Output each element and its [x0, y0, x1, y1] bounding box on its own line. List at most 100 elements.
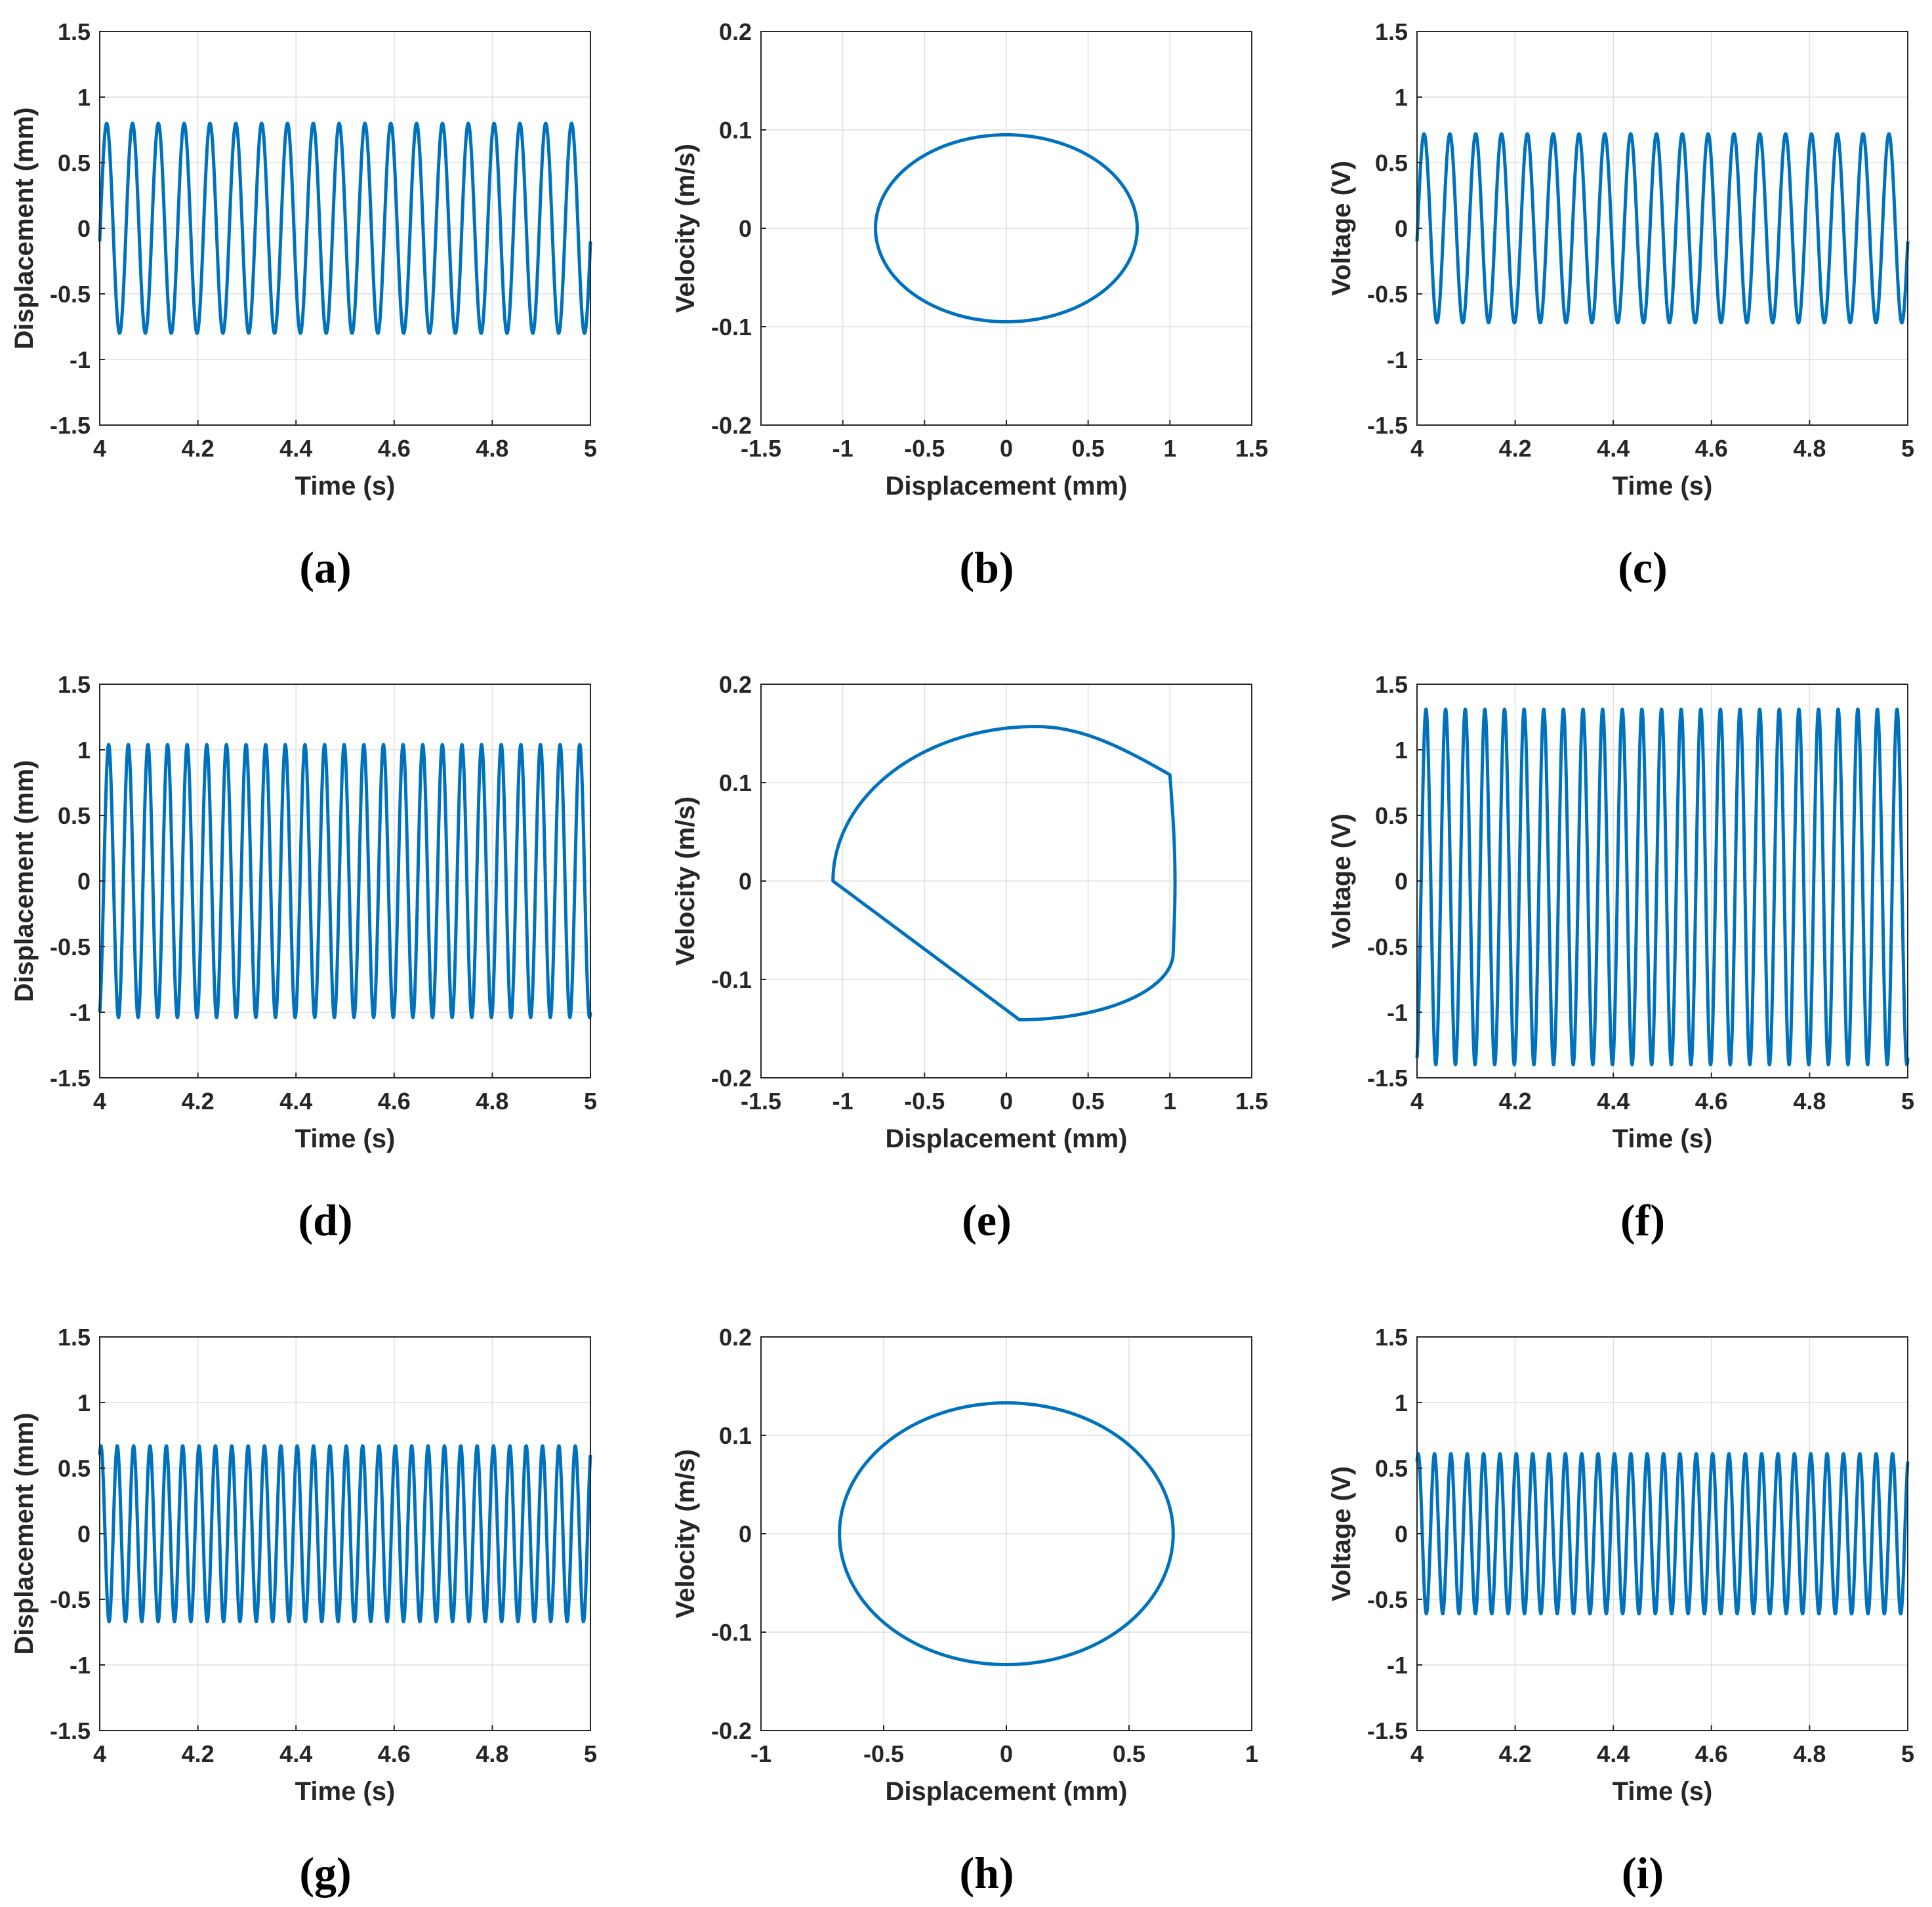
y-tick-label: 0	[739, 1521, 752, 1548]
series-line	[838, 1401, 1175, 1666]
y-tick-label: 0	[77, 1521, 91, 1548]
x-axis-label: Time (s)	[295, 1124, 396, 1153]
x-tick-label: 0.5	[1072, 1088, 1105, 1115]
y-tick-label: -0.5	[50, 1586, 91, 1613]
y-tick-label: 0.1	[719, 1422, 752, 1449]
panel-label: (h)	[959, 1848, 1014, 1898]
x-tick-label: -1.5	[741, 1088, 781, 1115]
x-tick-label: 4.2	[182, 1088, 215, 1115]
y-tick-label: -1.5	[50, 1717, 91, 1744]
series-line	[831, 725, 1177, 1021]
x-tick-label: 4.2	[182, 435, 215, 462]
x-tick-label: 4.8	[476, 1740, 508, 1767]
x-tick-label: 4.6	[1695, 1088, 1728, 1115]
y-tick-label: 1.5	[58, 671, 91, 698]
x-tick-label: 4.6	[378, 1740, 411, 1767]
x-axis-label: Time (s)	[1613, 1777, 1713, 1806]
x-tick-label: 1.5	[1235, 1088, 1268, 1115]
x-tick-label: 4.2	[1499, 435, 1532, 462]
y-tick-label: 1	[77, 737, 91, 764]
x-tick-label: 4.8	[1793, 1088, 1826, 1115]
y-tick-label: 0	[1395, 868, 1408, 895]
y-tick-label: 0.5	[1375, 150, 1408, 176]
y-tick-label: 0.5	[58, 802, 91, 829]
y-tick-label: 1	[1395, 84, 1408, 111]
chart-panel: -1 -0.5 0 0.5 1 -0.2 -0.1 0 0.1 0.2 Displacement (…	[671, 1324, 1258, 1898]
series-line	[98, 743, 592, 1019]
y-tick-label: 1.5	[58, 1324, 91, 1351]
y-axis-label: Voltage (V)	[1327, 161, 1356, 296]
panel-label: (c)	[1618, 543, 1667, 592]
y-tick-label: 1	[1395, 1389, 1408, 1416]
y-tick-label: -0.2	[711, 412, 752, 439]
series-line	[1415, 132, 1910, 325]
y-tick-label: -1.5	[1367, 412, 1408, 439]
panel-label: (f)	[1620, 1195, 1665, 1245]
chart-panel: -1.5 -1 -0.5 0 0.5 1 1.5 -0.2 -0.1 0 0.1 0.2 Displac…	[671, 671, 1268, 1245]
x-axis-label: Displacement (mm)	[886, 1124, 1128, 1153]
y-axis-label: Velocity (m/s)	[671, 144, 700, 313]
y-axis-label: Displacement (mm)	[10, 1413, 39, 1655]
y-tick-label: -0.5	[1367, 1586, 1408, 1613]
x-tick-label: 4.4	[1597, 1088, 1630, 1115]
x-tick-label: 4.8	[1793, 1740, 1826, 1767]
y-tick-label: 1.5	[1375, 18, 1408, 45]
y-axis-label: Displacement (mm)	[10, 108, 39, 350]
x-tick-label: 0.5	[1072, 435, 1105, 462]
y-tick-label: -1.5	[1367, 1065, 1408, 1092]
x-tick-label: 4.6	[378, 1088, 411, 1115]
x-tick-label: 4	[1410, 435, 1424, 462]
chart-panel: 4 4.2 4.4 4.6 4.8 5 -1.5 -1 -0.5 0 0.5 1 1.5 Time (s)…	[1327, 1324, 1914, 1898]
y-axis-label: Velocity (m/s)	[671, 796, 700, 966]
y-tick-label: 0	[1395, 1521, 1408, 1548]
x-tick-label: -0.5	[863, 1740, 904, 1767]
chart-panel: -1.5 -1 -0.5 0 0.5 1 1.5 -0.2 -0.1 0 0.1 0.2 Displac…	[671, 18, 1268, 592]
x-tick-label: 4	[93, 1740, 106, 1767]
x-tick-label: -1	[832, 435, 853, 462]
x-tick-label: 4.4	[1597, 435, 1630, 462]
x-tick-label: -1.5	[741, 435, 781, 462]
x-tick-label: 5	[584, 1088, 597, 1115]
y-axis-label: Voltage (V)	[1327, 813, 1356, 949]
y-tick-label: 0.5	[58, 150, 91, 176]
y-tick-label: 1	[77, 84, 91, 111]
panel-label: (b)	[959, 543, 1014, 592]
y-tick-label: 0.1	[719, 769, 752, 796]
x-tick-label: 4.2	[1499, 1740, 1532, 1767]
x-tick-label: 4.2	[1499, 1088, 1532, 1115]
y-tick-label: -1	[70, 1652, 91, 1679]
x-tick-label: 4	[1410, 1740, 1424, 1767]
series-line	[874, 133, 1139, 323]
x-tick-label: -0.5	[904, 1088, 945, 1115]
y-tick-label: -1	[1387, 999, 1408, 1026]
y-tick-label: -0.2	[711, 1717, 752, 1744]
panel-label: (d)	[298, 1195, 352, 1245]
x-tick-label: 5	[1901, 1088, 1914, 1115]
x-tick-label: 5	[1901, 1740, 1914, 1767]
x-tick-label: 5	[584, 1740, 597, 1767]
y-tick-label: 1.5	[1375, 671, 1408, 698]
x-tick-label: 4.8	[476, 435, 508, 462]
chart-panel: 4 4.2 4.4 4.6 4.8 5 -1.5 -1 -0.5 0 0.5 1 1.5 Time (s)…	[1327, 18, 1914, 592]
series-line	[98, 121, 592, 335]
x-axis-label: Displacement (mm)	[886, 1777, 1128, 1806]
y-tick-label: -0.5	[1367, 933, 1408, 960]
chart-panel: 4 4.2 4.4 4.6 4.8 5 -1.5 -1 -0.5 0 0.5 1 1.5 Time (s)…	[10, 18, 597, 592]
y-tick-label: -1	[70, 346, 91, 373]
x-tick-label: 4.4	[1597, 1740, 1630, 1767]
x-tick-label: 4.4	[279, 1740, 312, 1767]
x-tick-label: 4.4	[279, 435, 312, 462]
x-axis-label: Time (s)	[295, 1777, 396, 1806]
y-axis-label: Voltage (V)	[1327, 1466, 1356, 1601]
y-tick-label: 0.5	[1375, 802, 1408, 829]
y-tick-label: -0.5	[50, 933, 91, 960]
y-tick-label: 0.1	[719, 117, 752, 144]
x-tick-label: 5	[584, 435, 597, 462]
y-tick-label: -1	[1387, 1652, 1408, 1679]
x-tick-label: -1	[750, 1740, 771, 1767]
x-tick-label: 4.8	[1793, 435, 1826, 462]
y-tick-label: -1.5	[1367, 1717, 1408, 1744]
x-tick-label: 1	[1245, 1740, 1258, 1767]
panel-label: (e)	[962, 1195, 1011, 1245]
x-tick-label: 1	[1163, 1088, 1176, 1115]
